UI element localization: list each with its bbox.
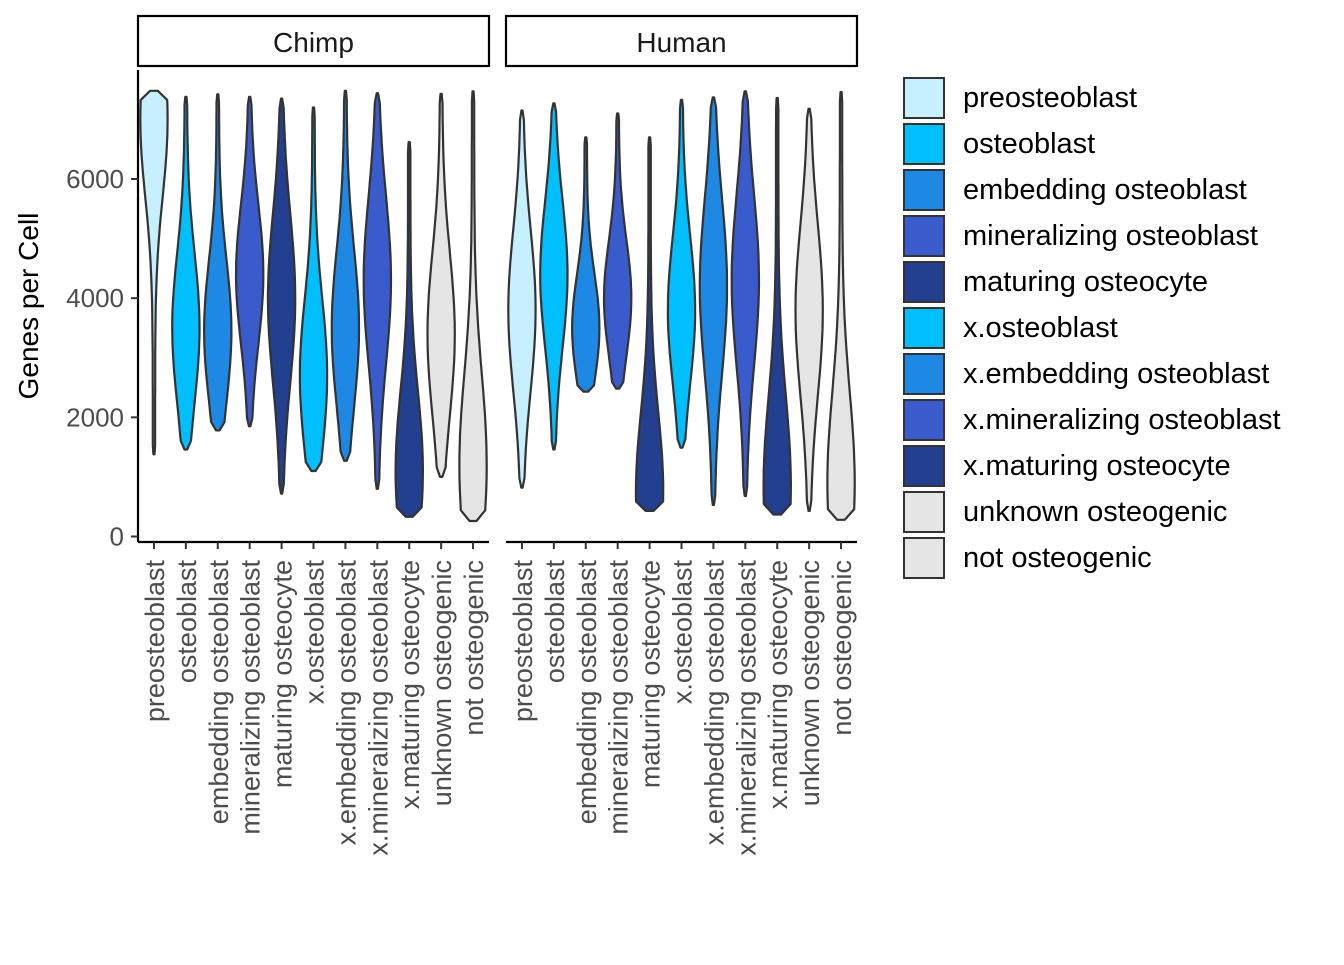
legend-label: x.embedding osteoblast (963, 357, 1270, 390)
legend-item: x.mineralizing osteoblast (903, 397, 1281, 443)
x-tick-label: x.embedding osteoblast (331, 560, 361, 846)
facet-strip-chimp (136, 14, 491, 68)
legend-swatch (903, 491, 945, 533)
x-tick-label: osteoblast (540, 560, 570, 684)
x-tick-label: embedding osteoblast (572, 560, 602, 825)
legend-label: osteoblast (963, 127, 1096, 160)
violin-chimp-11 (458, 90, 488, 523)
violin-chimp-2 (171, 95, 201, 451)
x-tick-label: x.mineralizing osteoblast (731, 560, 761, 856)
violin-human-4 (602, 112, 633, 390)
x-tick-label: x.osteoblast (300, 560, 330, 705)
x-tick-label: unknown osteogenic (795, 560, 825, 806)
x-tick-label: not osteogenic (827, 560, 857, 736)
violin-human-8 (730, 90, 761, 498)
legend-item: preosteoblast (903, 75, 1137, 121)
legend-item: x.embedding osteoblast (903, 351, 1269, 397)
violin-chimp-3 (203, 93, 233, 432)
legend-swatch (903, 537, 945, 579)
violin-human-2 (539, 102, 569, 451)
x-tick-label: maturing osteocyte (636, 560, 666, 788)
violin-chimp-4 (234, 95, 265, 428)
legend-item: not osteogenic (903, 535, 1152, 581)
violin-human-9 (762, 96, 792, 516)
x-tick-label: x.mineralizing osteoblast (363, 560, 393, 856)
violin-human-11 (826, 90, 856, 521)
violin-chimp-1 (139, 89, 169, 456)
legend-swatch (903, 399, 945, 441)
violin-chimp-8 (362, 92, 393, 490)
legend-item: x.maturing osteocyte (903, 443, 1231, 489)
legend-label: embedding osteoblast (963, 173, 1247, 206)
y-tick-label: 2000 (66, 402, 124, 432)
x-tick-label: unknown osteogenic (427, 560, 457, 806)
violin-human-6 (666, 98, 697, 449)
x-tick-label: not osteogenic (459, 560, 489, 736)
x-tick-label: mineralizing osteoblast (604, 560, 634, 835)
legend-swatch (903, 445, 945, 487)
legend-swatch (903, 215, 945, 257)
y-tick-label: 4000 (66, 283, 124, 313)
x-tick-label: x.osteoblast (668, 560, 698, 705)
x-tick-label: embedding osteoblast (204, 560, 234, 825)
legend-swatch (903, 353, 945, 395)
legend-item: mineralizing osteoblast (903, 213, 1258, 259)
violin-chimp-9 (394, 141, 424, 518)
violin-chimp-7 (330, 89, 361, 462)
legend-label: x.osteoblast (963, 311, 1118, 344)
x-tick-label: preosteoblast (508, 560, 538, 723)
x-tick-label: maturing osteocyte (268, 560, 298, 788)
y-axis-title: Genes per Cell (13, 213, 44, 400)
x-tick-label: osteoblast (172, 560, 202, 684)
legend-item: maturing osteocyte (903, 259, 1208, 305)
legend-swatch (903, 77, 945, 119)
legend-item: embedding osteoblast (903, 167, 1247, 213)
legend-swatch (903, 307, 945, 349)
violin-human-1 (507, 109, 537, 489)
legend-label: x.mineralizing osteoblast (963, 403, 1281, 436)
violin-chimp-5 (266, 97, 297, 495)
violin-chimp-6 (298, 106, 329, 473)
violin-human-5 (634, 136, 665, 512)
legend-item: unknown osteogenic (903, 489, 1227, 535)
violin-chimp-10 (426, 92, 456, 478)
legend-label: unknown osteogenic (963, 495, 1228, 528)
violin-human-10 (794, 107, 824, 512)
legend-label: maturing osteocyte (963, 265, 1209, 298)
legend-label: x.maturing osteocyte (963, 449, 1231, 482)
x-tick-label: preosteoblast (140, 560, 170, 723)
legend-swatch (903, 123, 945, 165)
x-tick-label: x.embedding osteoblast (699, 560, 729, 846)
facet-label-chimp: Chimp (273, 27, 354, 58)
facet-label-human: Human (636, 27, 726, 58)
legend-label: mineralizing osteoblast (963, 219, 1258, 252)
y-tick-label: 0 (110, 522, 124, 552)
legend-item: x.osteoblast (903, 305, 1118, 351)
legend-swatch (903, 169, 945, 211)
facet-strip-human (504, 14, 859, 68)
y-tick-label: 6000 (66, 164, 124, 194)
x-tick-label: mineralizing osteoblast (236, 560, 266, 835)
legend-swatch (903, 261, 945, 303)
legend-label: not osteogenic (963, 541, 1152, 574)
x-tick-label: x.maturing osteocyte (763, 560, 793, 809)
x-tick-label: x.maturing osteocyte (395, 560, 425, 809)
legend-item: osteoblast (903, 121, 1095, 167)
legend-label: preosteoblast (963, 81, 1138, 114)
violin-human-3 (571, 136, 601, 393)
violin-human-7 (698, 96, 729, 506)
